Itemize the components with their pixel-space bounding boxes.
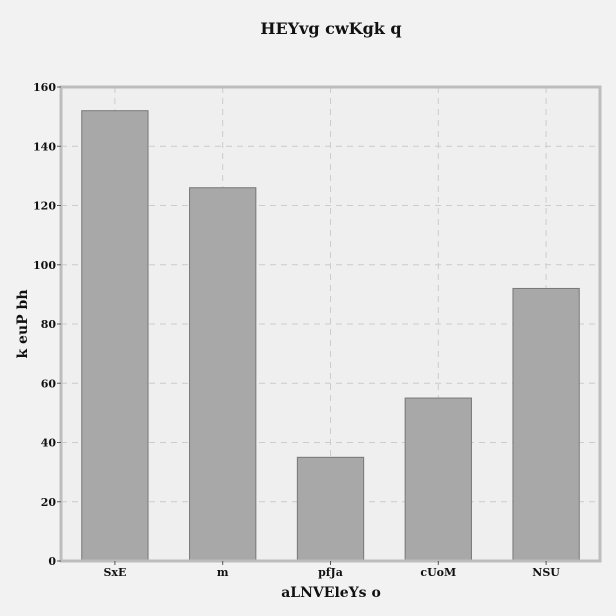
bar-NSU xyxy=(512,287,580,562)
y-tick-label: 0 xyxy=(48,555,56,568)
y-tick-label: 80 xyxy=(41,318,57,331)
bar-m xyxy=(189,187,257,562)
x-axis-label: aLNVEleYs o xyxy=(281,585,381,601)
bar-pfJa xyxy=(296,456,365,562)
y-tick-label: 160 xyxy=(33,81,56,94)
y-tick-label: 40 xyxy=(41,437,57,450)
y-axis-label: k euP bh xyxy=(15,289,31,358)
y-tick-label: 120 xyxy=(33,200,56,213)
x-tick-label: pfJa xyxy=(318,566,343,579)
y-tick-label: 100 xyxy=(33,259,56,272)
y-tick-label: 140 xyxy=(33,140,56,153)
bar-SxE xyxy=(81,110,149,562)
x-tick-label: NSU xyxy=(532,566,560,579)
x-tick-label: SxE xyxy=(103,566,126,579)
x-tick-label: m xyxy=(217,566,229,579)
y-tick-label: 20 xyxy=(41,496,57,509)
x-tick-label: cUoM xyxy=(420,566,456,579)
y-tick-label: 60 xyxy=(41,377,57,390)
bar-cUoM xyxy=(404,397,472,562)
chart-title: HEYvg cwKgk q xyxy=(260,19,401,38)
